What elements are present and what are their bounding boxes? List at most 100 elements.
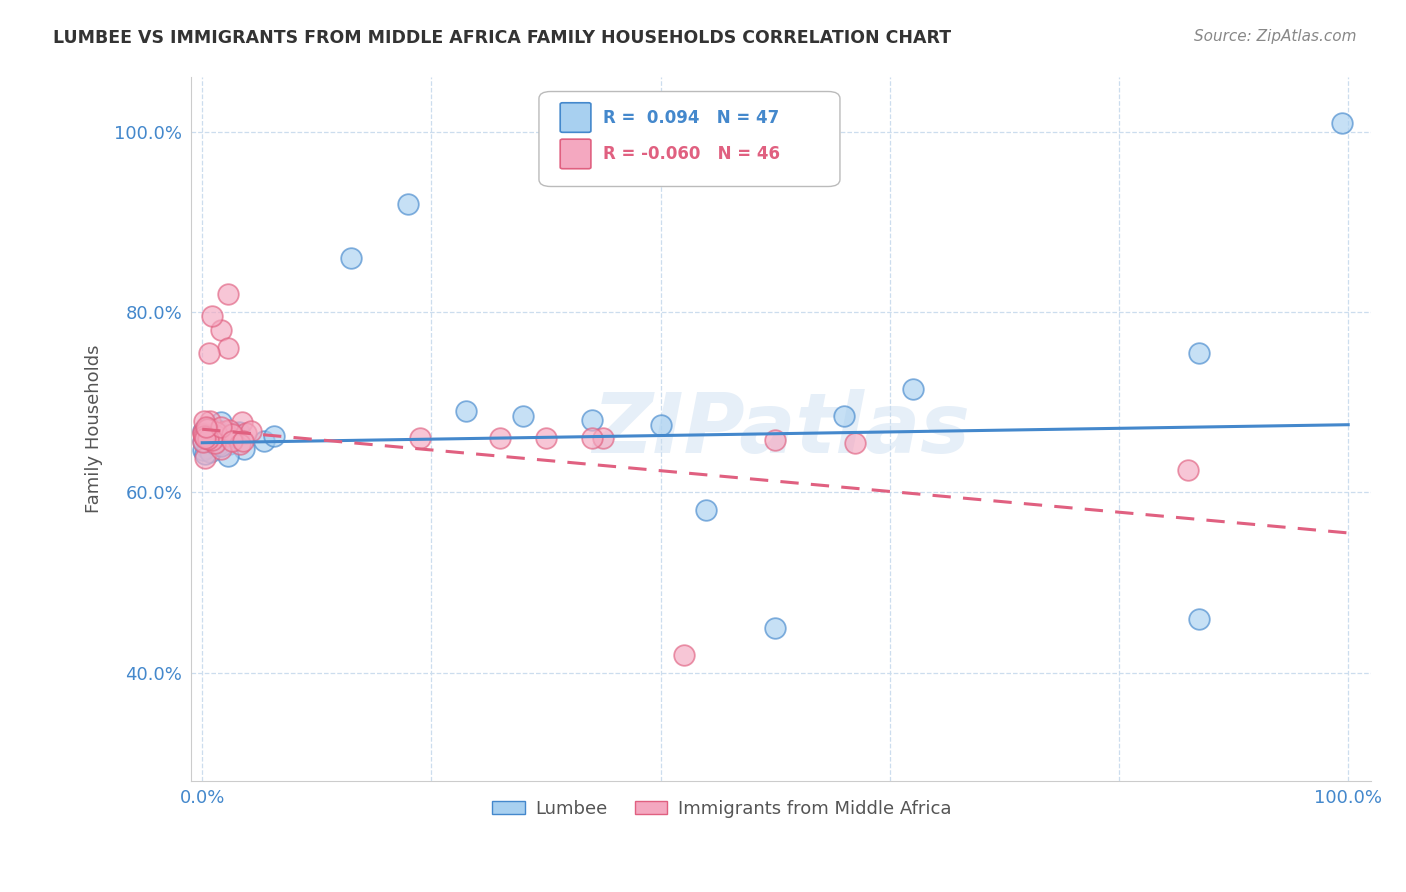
Point <box>193 414 215 428</box>
Point <box>217 449 239 463</box>
Text: Source: ZipAtlas.com: Source: ZipAtlas.com <box>1194 29 1357 44</box>
Text: R = -0.060   N = 46: R = -0.060 N = 46 <box>603 145 780 163</box>
Point <box>209 442 232 456</box>
Point <box>239 424 262 438</box>
Point <box>198 428 221 442</box>
Point <box>204 428 226 442</box>
Point <box>592 431 614 445</box>
Point <box>211 428 233 442</box>
Point <box>1188 345 1211 359</box>
Point <box>221 426 243 441</box>
Point <box>193 435 215 450</box>
Point <box>489 431 512 445</box>
Point <box>194 431 217 445</box>
Point <box>228 425 250 439</box>
Point <box>209 323 232 337</box>
Point <box>214 424 236 438</box>
Point <box>193 443 215 458</box>
Point <box>194 431 217 445</box>
Point <box>209 429 232 443</box>
Point <box>207 438 229 452</box>
FancyBboxPatch shape <box>560 139 591 169</box>
Point <box>232 434 254 448</box>
Point <box>901 382 924 396</box>
Text: LUMBEE VS IMMIGRANTS FROM MIDDLE AFRICA FAMILY HOUSEHOLDS CORRELATION CHART: LUMBEE VS IMMIGRANTS FROM MIDDLE AFRICA … <box>53 29 952 46</box>
Point <box>198 422 221 436</box>
Point <box>218 423 240 437</box>
Point <box>204 437 226 451</box>
Point <box>844 435 866 450</box>
Point <box>195 422 218 436</box>
Point <box>195 422 218 436</box>
Point <box>340 251 363 265</box>
Point <box>194 441 217 455</box>
Point <box>193 450 215 465</box>
Point <box>218 436 240 450</box>
Point <box>409 431 432 445</box>
Point <box>695 503 717 517</box>
Point <box>198 429 221 443</box>
Point <box>1331 115 1354 129</box>
Point <box>204 425 226 439</box>
FancyBboxPatch shape <box>538 92 839 186</box>
Point <box>222 425 245 440</box>
Point <box>211 428 233 442</box>
Point <box>253 434 276 448</box>
Point <box>195 422 218 436</box>
Point <box>198 414 221 428</box>
Point <box>650 417 672 432</box>
Point <box>1177 463 1199 477</box>
Point <box>195 432 218 446</box>
Point <box>195 430 218 444</box>
Point <box>581 431 603 445</box>
Point <box>534 431 557 445</box>
Point <box>197 431 219 445</box>
Point <box>194 447 217 461</box>
Point <box>197 432 219 446</box>
FancyBboxPatch shape <box>560 103 591 132</box>
Point <box>201 433 224 447</box>
Point <box>193 429 215 443</box>
Point <box>193 424 215 438</box>
Point <box>195 434 218 448</box>
Point <box>193 425 215 439</box>
Point <box>209 415 232 429</box>
Point <box>198 420 221 434</box>
Legend: Lumbee, Immigrants from Middle Africa: Lumbee, Immigrants from Middle Africa <box>485 792 959 825</box>
Point <box>201 436 224 450</box>
Text: R =  0.094   N = 47: R = 0.094 N = 47 <box>603 109 779 127</box>
Point <box>195 419 218 434</box>
Point <box>204 435 226 450</box>
Point <box>193 426 215 441</box>
Point <box>231 415 253 429</box>
Point <box>221 434 243 448</box>
Point <box>454 404 477 418</box>
Point <box>672 648 695 662</box>
Point <box>207 429 229 443</box>
Point <box>205 423 228 437</box>
Point <box>235 425 257 440</box>
Point <box>263 429 285 443</box>
Y-axis label: Family Households: Family Households <box>86 345 103 514</box>
Point <box>215 429 238 443</box>
Point <box>832 409 855 423</box>
Point <box>217 341 239 355</box>
Point <box>398 196 420 211</box>
Text: ZIPatlas: ZIPatlas <box>592 389 970 470</box>
Point <box>1188 612 1211 626</box>
Point <box>232 442 254 457</box>
Point <box>198 345 221 359</box>
Point <box>201 310 224 324</box>
Point <box>763 433 786 447</box>
Point <box>512 409 534 423</box>
Point <box>193 434 215 448</box>
Point <box>209 439 232 453</box>
Point <box>763 621 786 635</box>
Point <box>201 434 224 449</box>
Point <box>217 287 239 301</box>
Point <box>229 437 252 451</box>
Point <box>209 419 232 434</box>
Point <box>202 429 225 443</box>
Point <box>581 413 603 427</box>
Point <box>198 444 221 458</box>
